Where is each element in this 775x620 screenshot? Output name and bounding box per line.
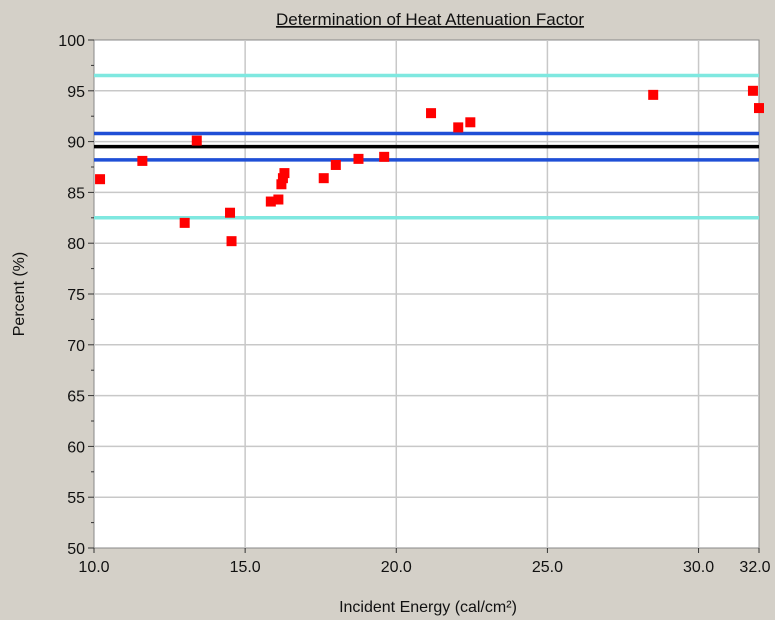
y-tick-label: 85 bbox=[67, 185, 85, 202]
y-tick-label: 70 bbox=[67, 338, 85, 355]
data-point bbox=[754, 103, 764, 114]
data-points bbox=[95, 85, 764, 247]
data-point bbox=[191, 135, 202, 146]
y-axis-label: Percent (%) bbox=[11, 252, 28, 336]
y-tick-label: 90 bbox=[67, 135, 85, 152]
data-point bbox=[277, 173, 288, 184]
data-point bbox=[179, 217, 190, 228]
chart-title: Determination of Heat Attenuation Factor bbox=[276, 10, 584, 29]
y-tick-label: 55 bbox=[67, 490, 85, 507]
data-point bbox=[265, 196, 276, 207]
data-point bbox=[465, 117, 476, 128]
data-point bbox=[225, 207, 236, 218]
data-point bbox=[137, 155, 148, 166]
data-point bbox=[226, 236, 237, 247]
y-tick-label: 75 bbox=[67, 287, 85, 304]
data-point bbox=[453, 122, 464, 133]
x-axis-label: Incident Energy (cal/cm²) bbox=[339, 599, 517, 616]
data-point bbox=[379, 151, 390, 162]
x-tick-label: 15.0 bbox=[230, 559, 261, 576]
data-point bbox=[279, 168, 290, 179]
data-point bbox=[330, 159, 341, 170]
reference-lines bbox=[94, 73, 759, 220]
x-tick-label: 32.0 bbox=[739, 559, 770, 576]
data-point bbox=[95, 174, 106, 185]
data-point bbox=[747, 85, 758, 96]
y-tick-label: 95 bbox=[67, 84, 85, 101]
data-point bbox=[318, 173, 329, 184]
axis-ticks: 10.0 15.0 20.0 25.0 30.0 32.0 100 95 90 85 80 75 70 6… bbox=[58, 33, 770, 576]
y-tick-label: 60 bbox=[67, 439, 85, 456]
data-point bbox=[426, 108, 437, 119]
y-tick-label: 100 bbox=[58, 33, 85, 50]
x-tick-label: 20.0 bbox=[381, 559, 412, 576]
data-point bbox=[276, 179, 287, 190]
data-point bbox=[353, 153, 364, 164]
y-tick-label: 65 bbox=[67, 389, 85, 406]
y-tick-label: 80 bbox=[67, 236, 85, 253]
data-point bbox=[648, 89, 659, 100]
grid-layer bbox=[94, 40, 759, 548]
y-tick-label: 50 bbox=[67, 541, 85, 558]
data-point bbox=[273, 194, 284, 205]
x-tick-label: 30.0 bbox=[683, 559, 714, 576]
x-tick-label: 25.0 bbox=[532, 559, 563, 576]
x-tick-label: 10.0 bbox=[78, 559, 109, 576]
